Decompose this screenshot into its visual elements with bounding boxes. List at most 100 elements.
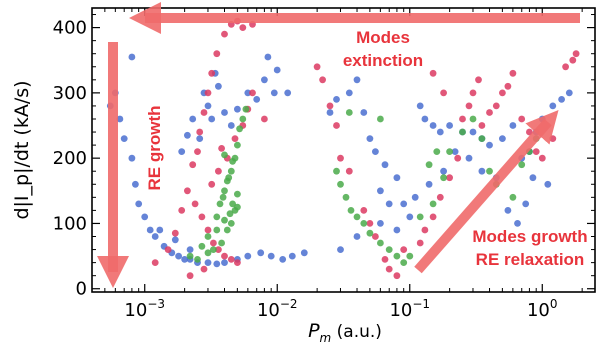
data-point bbox=[204, 233, 212, 240]
x-tick-label: 100 bbox=[527, 297, 558, 321]
data-point bbox=[116, 115, 124, 123]
data-point bbox=[181, 256, 189, 263]
x-tick-label: 10−1 bbox=[389, 297, 430, 321]
data-point bbox=[366, 229, 374, 237]
data-point bbox=[215, 167, 222, 175]
data-point bbox=[200, 265, 208, 273]
data-point bbox=[469, 128, 477, 136]
data-point bbox=[529, 174, 537, 182]
data-point bbox=[288, 252, 296, 260]
data-point bbox=[416, 239, 424, 247]
data-point bbox=[509, 69, 517, 77]
data-point bbox=[558, 96, 565, 103]
data-point bbox=[227, 167, 235, 175]
data-point bbox=[215, 82, 222, 90]
data-point bbox=[218, 239, 226, 247]
data-point bbox=[416, 102, 424, 110]
data-point bbox=[132, 180, 139, 188]
y-tick-label: 0 bbox=[76, 279, 87, 300]
data-point bbox=[200, 109, 208, 116]
data-point bbox=[569, 56, 577, 64]
data-point bbox=[135, 200, 143, 208]
data-point bbox=[446, 122, 453, 129]
data-point bbox=[425, 180, 433, 188]
data-point bbox=[475, 76, 482, 84]
data-point bbox=[436, 128, 444, 136]
data-point bbox=[436, 193, 444, 201]
data-point bbox=[196, 128, 204, 136]
data-point bbox=[353, 76, 361, 84]
x-axis-label: Pm (a.u.) bbox=[308, 320, 382, 345]
data-point bbox=[326, 109, 334, 116]
data-point bbox=[544, 180, 552, 188]
data-point bbox=[360, 220, 368, 227]
y-tick-label: 300 bbox=[53, 83, 87, 104]
x-axis-label-variable: P bbox=[308, 320, 320, 342]
data-point bbox=[562, 63, 569, 71]
data-point bbox=[440, 89, 447, 97]
data-point bbox=[279, 256, 287, 263]
data-point bbox=[486, 167, 493, 175]
y-axis-label: d|I_p|/dt (kA/s) bbox=[11, 80, 33, 219]
data-point bbox=[538, 154, 546, 162]
data-point bbox=[210, 239, 217, 247]
data-point bbox=[204, 89, 212, 97]
data-point bbox=[239, 115, 247, 123]
data-point bbox=[198, 242, 206, 250]
data-point bbox=[451, 148, 459, 156]
data-point bbox=[234, 105, 241, 113]
data-point bbox=[204, 259, 212, 266]
data-point bbox=[219, 193, 227, 201]
data-point bbox=[236, 125, 244, 133]
data-point bbox=[234, 259, 241, 266]
data-point bbox=[425, 161, 433, 169]
data-point bbox=[229, 200, 237, 208]
data-point bbox=[366, 220, 374, 227]
data-point bbox=[421, 226, 429, 234]
x-axis-label-subscript: m bbox=[320, 331, 332, 345]
data-point bbox=[234, 190, 241, 198]
data-point bbox=[514, 220, 521, 227]
data-point bbox=[178, 207, 186, 214]
data-point bbox=[353, 233, 361, 240]
data-point bbox=[216, 200, 224, 208]
data-point bbox=[196, 135, 204, 143]
data-point bbox=[411, 193, 419, 201]
data-point bbox=[208, 115, 216, 123]
data-point bbox=[221, 30, 228, 38]
data-point bbox=[360, 207, 368, 214]
data-point bbox=[208, 69, 216, 77]
data-point bbox=[381, 256, 389, 263]
data-point bbox=[326, 102, 334, 110]
data-point bbox=[465, 154, 473, 162]
data-point bbox=[509, 193, 517, 201]
data-point bbox=[204, 226, 212, 234]
data-point bbox=[261, 115, 268, 123]
data-point bbox=[300, 249, 308, 257]
data-point bbox=[469, 115, 477, 123]
data-point bbox=[221, 151, 228, 159]
data-point bbox=[221, 259, 228, 266]
data-point bbox=[377, 187, 384, 195]
data-point bbox=[337, 246, 344, 254]
data-point bbox=[249, 89, 256, 97]
data-point bbox=[253, 96, 261, 103]
data-point bbox=[353, 213, 361, 221]
data-point bbox=[381, 161, 389, 169]
data-point bbox=[469, 89, 477, 97]
x-tick-label-exponent: −1 bbox=[412, 297, 430, 311]
data-point bbox=[120, 135, 128, 143]
data-point bbox=[372, 233, 379, 240]
data-point bbox=[215, 246, 222, 254]
data-point bbox=[231, 135, 239, 143]
x-tick-label-base: 10 bbox=[257, 300, 280, 321]
x-axis-label-unit: (a.u.) bbox=[331, 322, 382, 342]
data-point bbox=[333, 96, 340, 103]
data-point bbox=[191, 200, 199, 208]
data-point bbox=[234, 141, 241, 149]
data-point bbox=[151, 233, 159, 240]
data-point bbox=[178, 148, 186, 156]
data-point bbox=[549, 102, 557, 110]
data-point bbox=[319, 76, 326, 84]
data-point bbox=[393, 226, 401, 234]
